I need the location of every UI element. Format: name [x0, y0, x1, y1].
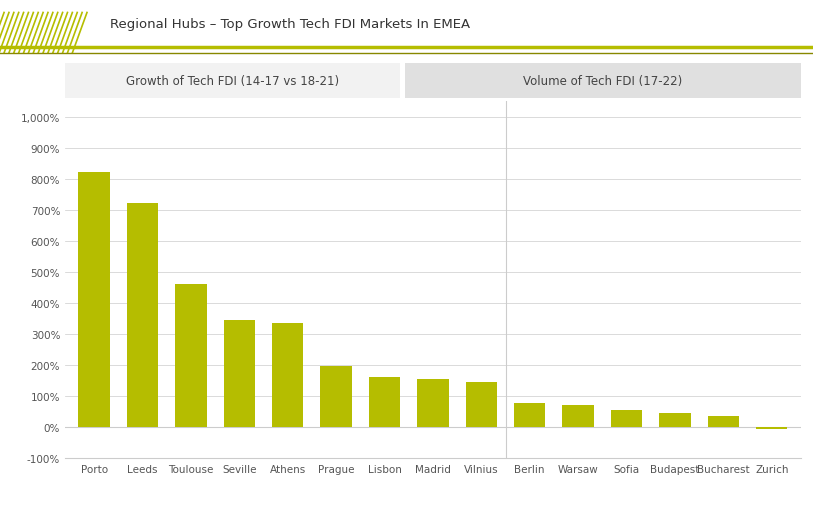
Bar	[611, 410, 642, 427]
Bar	[127, 204, 159, 427]
FancyBboxPatch shape	[405, 64, 801, 99]
Bar	[707, 416, 739, 427]
Bar	[563, 406, 593, 427]
Text: Regional Hubs – Top Growth Tech FDI Markets In EMEA: Regional Hubs – Top Growth Tech FDI Mark…	[110, 18, 470, 31]
Bar	[466, 382, 497, 427]
FancyBboxPatch shape	[65, 64, 400, 99]
Bar	[417, 379, 449, 427]
Text: Volume of Tech FDI (17-22): Volume of Tech FDI (17-22)	[523, 75, 682, 88]
Bar	[514, 403, 546, 427]
Bar	[369, 378, 400, 427]
Bar	[659, 413, 691, 427]
Bar	[320, 366, 352, 427]
Bar	[175, 285, 207, 427]
Text: Growth of Tech FDI (14-17 vs 18-21): Growth of Tech FDI (14-17 vs 18-21)	[126, 75, 339, 88]
Bar	[224, 320, 255, 427]
Bar	[272, 323, 303, 427]
Bar	[756, 427, 788, 429]
Bar	[78, 173, 110, 427]
